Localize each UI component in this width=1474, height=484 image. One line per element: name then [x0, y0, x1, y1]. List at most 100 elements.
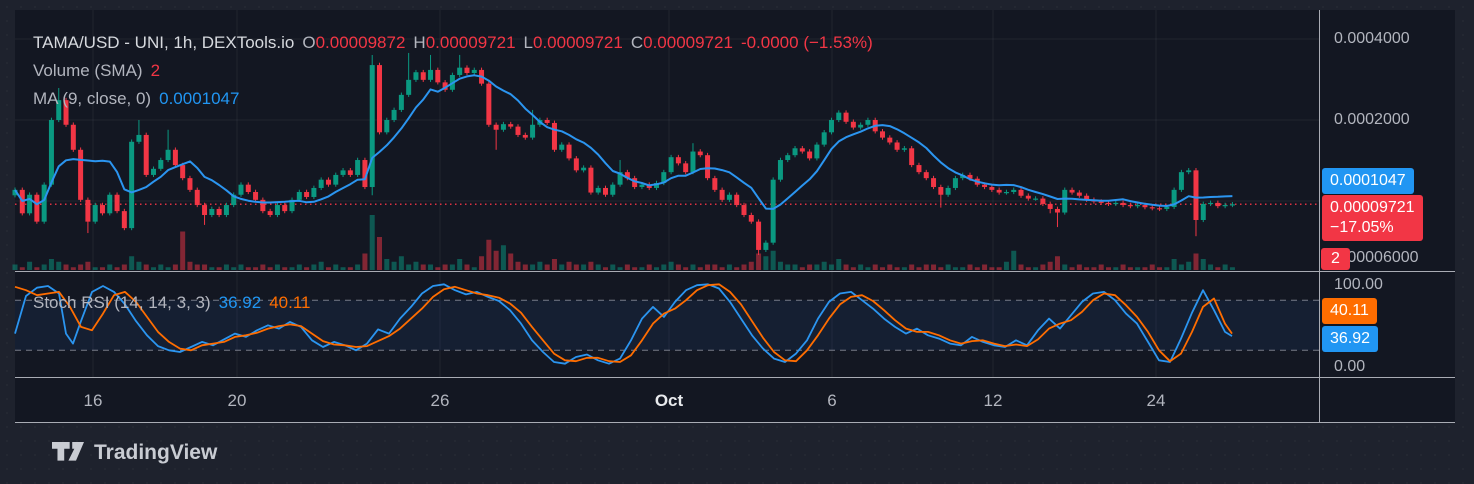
- volume-bar: [129, 256, 135, 270]
- volume-bar: [1215, 267, 1221, 270]
- candle: [617, 172, 623, 185]
- volume-bar: [544, 264, 550, 270]
- candle: [1033, 198, 1039, 200]
- volume-bar: [1186, 261, 1192, 270]
- candle: [726, 194, 732, 200]
- candle: [675, 157, 681, 164]
- volume-bar: [931, 264, 937, 270]
- volume-bar: [493, 250, 499, 270]
- volume-bar: [333, 264, 339, 270]
- volume-bar: [515, 261, 521, 270]
- pane-divider-volume-stoch[interactable]: [15, 271, 1455, 272]
- volume-bar: [1113, 267, 1119, 270]
- ma-legend: MA (9, close, 0) 0.0001047: [33, 89, 239, 109]
- candle: [763, 242, 769, 250]
- stoch-k-badge: 36.92: [1322, 326, 1379, 352]
- candle: [1084, 195, 1090, 200]
- candle: [78, 149, 84, 200]
- candle: [493, 124, 499, 130]
- volume-bar: [172, 264, 178, 270]
- candle: [1200, 203, 1206, 220]
- volume-bar: [194, 264, 200, 270]
- volume-bar: [1091, 267, 1097, 270]
- volume-bar: [1106, 267, 1111, 270]
- volume-bar: [1084, 267, 1090, 270]
- candle: [129, 141, 135, 229]
- candle: [1149, 207, 1155, 209]
- candles-layer: [12, 52, 1235, 255]
- volume-bar: [325, 267, 331, 270]
- volume-bar: [632, 267, 638, 270]
- candle: [41, 184, 47, 222]
- volume-bar: [668, 261, 674, 270]
- volume-bar: [304, 267, 310, 270]
- candle: [398, 94, 404, 110]
- stoch-legend-label: Stoch RSI (14, 14, 3, 3): [33, 293, 211, 312]
- stoch-rsi-legend: Stoch RSI (14, 14, 3, 3) 36.92 40.11: [33, 293, 310, 313]
- volume-bar: [799, 267, 805, 270]
- candle: [858, 124, 864, 128]
- candle: [843, 112, 849, 122]
- tradingview-logo-icon: [52, 442, 84, 461]
- volume-bar: [479, 256, 485, 270]
- candle: [821, 132, 827, 145]
- candle: [428, 69, 434, 80]
- candle: [260, 199, 266, 212]
- volume-bar: [107, 264, 113, 270]
- candle: [785, 155, 791, 161]
- volume-bar: [814, 264, 820, 270]
- candle: [464, 67, 470, 74]
- tradingview-attribution[interactable]: TradingView: [52, 441, 217, 465]
- last-price-badge: 0.00009721 −17.05%: [1322, 195, 1423, 241]
- volume-bar: [253, 267, 259, 270]
- candle: [931, 178, 937, 188]
- candle: [661, 172, 667, 184]
- volume-bar: [843, 264, 849, 270]
- volume-bar: [880, 267, 886, 270]
- volume-bar: [588, 261, 594, 270]
- volume-bar: [551, 259, 557, 270]
- candle: [1018, 189, 1024, 196]
- candle: [369, 65, 375, 188]
- candle: [282, 205, 288, 212]
- volume-bar: [41, 264, 47, 270]
- volume-bar: [158, 264, 164, 270]
- candle: [1040, 198, 1046, 204]
- volume-bar: [260, 264, 266, 270]
- volume-bar: [559, 264, 565, 270]
- volume-bar: [296, 264, 302, 270]
- volume-bar: [785, 264, 791, 270]
- volume-bar: [1054, 256, 1060, 270]
- candle: [216, 208, 222, 216]
- volume-bar: [909, 264, 915, 270]
- volume-bar: [282, 267, 288, 270]
- volume-bar: [1018, 264, 1024, 270]
- volume-bar: [690, 264, 696, 270]
- pane-divider-stoch-timeaxis: [15, 377, 1455, 378]
- volume-bar: [952, 267, 958, 270]
- volume-bar: [916, 267, 922, 270]
- candle: [34, 194, 40, 222]
- volume-bar: [1171, 259, 1177, 270]
- candle: [1003, 192, 1009, 194]
- volume-legend: Volume (SMA) 2: [33, 61, 160, 81]
- volume-bar: [442, 264, 448, 270]
- symbol-title: TAMA/USD - UNI, 1h, DEXTools.io: [33, 33, 295, 52]
- volume-bar: [581, 264, 587, 270]
- volume-bar: [136, 261, 142, 270]
- volume-bar: [369, 215, 375, 270]
- volume-bar: [756, 253, 762, 270]
- candle: [253, 192, 259, 200]
- candle: [508, 124, 514, 127]
- candle: [333, 174, 339, 185]
- volume-bar: [748, 261, 754, 270]
- volume-bar: [165, 267, 171, 270]
- candle: [909, 148, 915, 166]
- candle: [180, 165, 186, 179]
- volume-bar: [216, 267, 222, 270]
- volume-bar: [807, 264, 813, 270]
- volume-bar: [384, 259, 390, 270]
- volume-bar: [500, 245, 506, 270]
- candle: [347, 170, 353, 175]
